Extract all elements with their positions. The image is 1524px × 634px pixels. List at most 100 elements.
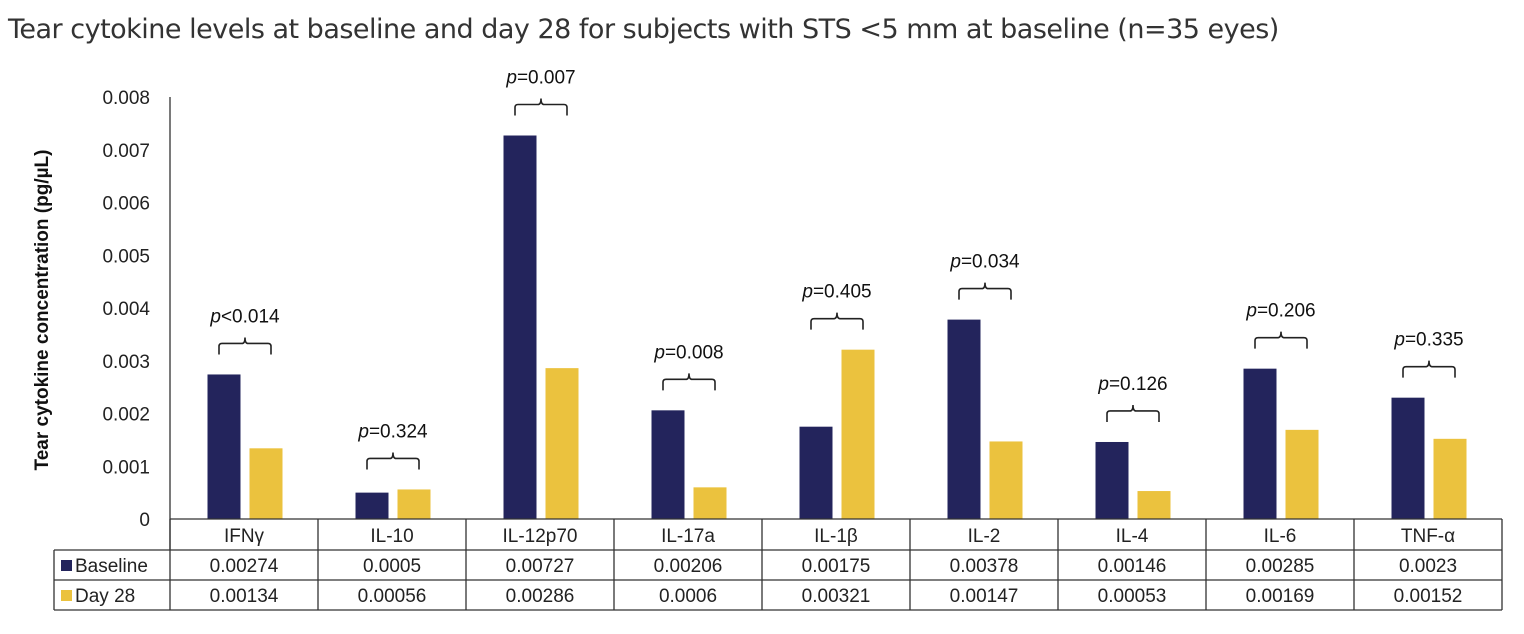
y-tick-label: 0 xyxy=(139,510,150,531)
bar-day-28 xyxy=(841,349,875,519)
y-axis-ticks: 0 0.001 0.002 0.003 0.004 0.005 0.006 0.007 0.00… xyxy=(102,88,150,531)
p-value-symbol: p xyxy=(209,306,221,327)
y-tick-label: 0.007 xyxy=(102,141,150,162)
p-value-text: =0.324 xyxy=(369,421,428,442)
chart-title: Tear cytokine levels at baseline and day… xyxy=(8,14,1279,45)
table-cell-value: 0.00285 xyxy=(1246,556,1315,577)
y-tick-label: 0.001 xyxy=(102,457,150,478)
p-value-symbol: p xyxy=(1097,374,1109,395)
bar-baseline xyxy=(1391,397,1425,519)
p-value-label: p=0.335 xyxy=(1393,330,1463,351)
table-cell-value: 0.0006 xyxy=(659,586,717,607)
p-value-label: p<0.014 xyxy=(209,306,280,327)
x-tick-label: TNF-α xyxy=(1401,526,1455,547)
legend-label: Baseline xyxy=(75,556,148,577)
p-value-label: p=0.405 xyxy=(801,282,871,303)
x-tick-label: IFNγ xyxy=(224,526,265,547)
p-value-text: =0.206 xyxy=(1257,301,1316,322)
significance-bracket xyxy=(218,337,272,355)
table-cell-value: 0.00206 xyxy=(654,556,723,577)
p-value-symbol: p xyxy=(949,252,961,273)
bar-day-28 xyxy=(1137,491,1171,519)
table-cell-value: 0.00378 xyxy=(950,556,1019,577)
p-value-label: p=0.206 xyxy=(1245,301,1315,322)
p-value-symbol: p xyxy=(801,282,813,303)
table-cell-value: 0.00146 xyxy=(1098,556,1167,577)
bar-baseline xyxy=(207,374,241,519)
table-cell-value: 0.0005 xyxy=(363,556,421,577)
bar-day-28 xyxy=(693,487,727,519)
significance-bracket xyxy=(514,98,568,116)
bar-day-28 xyxy=(1433,438,1467,519)
data-table: IFNγ IL-10 IL-12p70 IL-17a IL-1β IL-2 IL-4 IL-6… xyxy=(53,518,1503,611)
bar-baseline xyxy=(1243,368,1277,519)
x-tick-label: IL-12p70 xyxy=(502,526,577,547)
significance-bracket xyxy=(1402,360,1456,378)
p-value-label: p=0.126 xyxy=(1097,374,1167,395)
bar-baseline xyxy=(799,426,833,519)
table-cell-value: 0.00727 xyxy=(506,556,575,577)
table-cell-value: 0.00053 xyxy=(1098,586,1167,607)
significance-bracket xyxy=(366,452,420,470)
table-cell-value: 0.00274 xyxy=(210,556,279,577)
significance-bracket xyxy=(958,282,1012,300)
p-value-label: p=0.034 xyxy=(949,252,1020,273)
bar-baseline xyxy=(355,492,389,519)
bar-baseline xyxy=(1095,441,1129,519)
p-value-text: =0.034 xyxy=(961,252,1020,273)
table-cell-value: 0.00175 xyxy=(802,556,871,577)
bar-day-28 xyxy=(1285,429,1319,519)
table-cell-value: 0.00152 xyxy=(1394,586,1463,607)
x-tick-label: IL-2 xyxy=(968,526,1001,547)
significance-bracket xyxy=(1106,404,1160,422)
p-value-text: =0.008 xyxy=(665,342,724,363)
significance-bracket xyxy=(662,373,716,391)
p-value-text: =0.007 xyxy=(517,68,576,89)
p-value-text: =0.405 xyxy=(813,282,872,303)
p-value-label: p=0.324 xyxy=(357,421,428,442)
p-value-text: =0.126 xyxy=(1109,374,1168,395)
y-tick-label: 0.006 xyxy=(102,194,150,215)
x-tick-label: IL-6 xyxy=(1264,526,1297,547)
table-cell-value: 0.00286 xyxy=(506,586,575,607)
x-tick-label: IL-1β xyxy=(814,526,858,547)
table-cell-value: 0.00321 xyxy=(802,586,871,607)
legend-label: Day 28 xyxy=(75,586,135,607)
x-tick-label: IL-17a xyxy=(661,526,715,547)
legend-swatch xyxy=(61,560,72,571)
bar-baseline xyxy=(503,135,537,519)
significance-bracket xyxy=(810,312,864,330)
p-value-symbol: p xyxy=(1245,301,1257,322)
table-cell-value: 0.00134 xyxy=(210,586,279,607)
y-tick-label: 0.004 xyxy=(102,299,150,320)
bar-baseline xyxy=(947,319,981,519)
bar-baseline xyxy=(651,410,685,519)
table-cell-value: 0.0023 xyxy=(1399,556,1457,577)
p-value-annotations: p<0.014p=0.324p=0.007p=0.008p=0.405p=0.0… xyxy=(209,68,1464,470)
p-value-label: p=0.008 xyxy=(653,342,723,363)
p-value-text: =0.335 xyxy=(1405,330,1464,351)
y-tick-label: 0.005 xyxy=(102,246,150,267)
p-value-symbol: p xyxy=(1393,330,1405,351)
significance-bracket xyxy=(1254,331,1308,349)
bar-day-28 xyxy=(397,489,431,519)
table-cell-value: 0.00056 xyxy=(358,586,427,607)
table-cell-value: 0.00147 xyxy=(950,586,1019,607)
p-value-symbol: p xyxy=(357,421,369,442)
bar-day-28 xyxy=(989,441,1023,519)
y-tick-label: 0.003 xyxy=(102,352,150,373)
p-value-label: p=0.007 xyxy=(505,68,575,89)
legend-swatch xyxy=(61,590,72,601)
p-value-text: <0.014 xyxy=(221,306,280,327)
y-tick-label: 0.002 xyxy=(102,405,150,426)
y-tick-label: 0.008 xyxy=(102,88,150,109)
bars xyxy=(207,135,1467,519)
table-cell-value: 0.00169 xyxy=(1246,586,1315,607)
x-tick-label: IL-10 xyxy=(370,526,413,547)
bar-day-28 xyxy=(545,368,579,519)
p-value-symbol: p xyxy=(505,68,517,89)
bar-day-28 xyxy=(249,448,283,519)
x-tick-label: IL-4 xyxy=(1116,526,1149,547)
p-value-symbol: p xyxy=(653,342,665,363)
